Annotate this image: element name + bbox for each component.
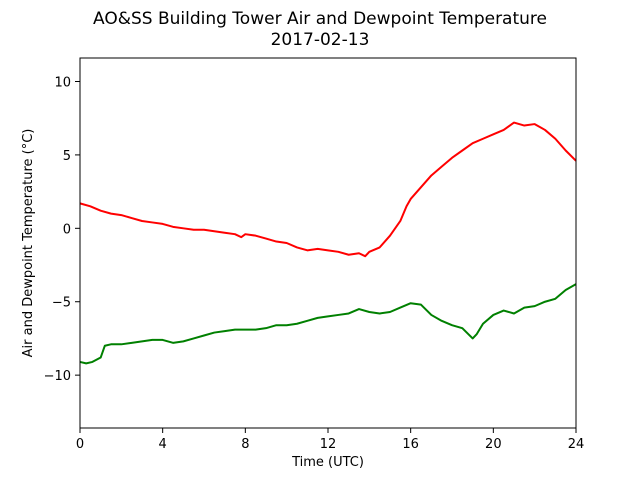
x-tick-label: 24 [568,437,585,452]
x-tick-label: 0 [76,437,84,452]
x-tick-label: 16 [402,437,419,452]
ticks-layer: 0 4 8 12 16 20 24 −10 −5 0 5 10 [44,75,585,452]
x-axis-label: Time (UTC) [291,455,364,470]
y-tick-label: −5 [52,296,71,311]
series-line-0 [79,121,577,258]
y-tick-label: 5 [63,149,71,164]
y-tick-label: 0 [63,222,71,237]
x-tick-label: 12 [320,437,337,452]
chart-subtitle: 2017-02-13 [271,30,370,50]
x-tick-label: 4 [159,437,167,452]
y-tick-label: 10 [54,75,71,90]
x-tick-label: 8 [241,437,249,452]
x-tick-label: 20 [485,437,502,452]
chart-title: AO&SS Building Tower Air and Dewpoint Te… [93,9,547,29]
y-axis-label: Air and Dewpoint Temperature (°C) [21,129,36,358]
series-layer [79,121,577,365]
y-tick-label: −10 [44,369,71,384]
series-line-1 [79,283,577,365]
plot-frame [79,57,577,429]
